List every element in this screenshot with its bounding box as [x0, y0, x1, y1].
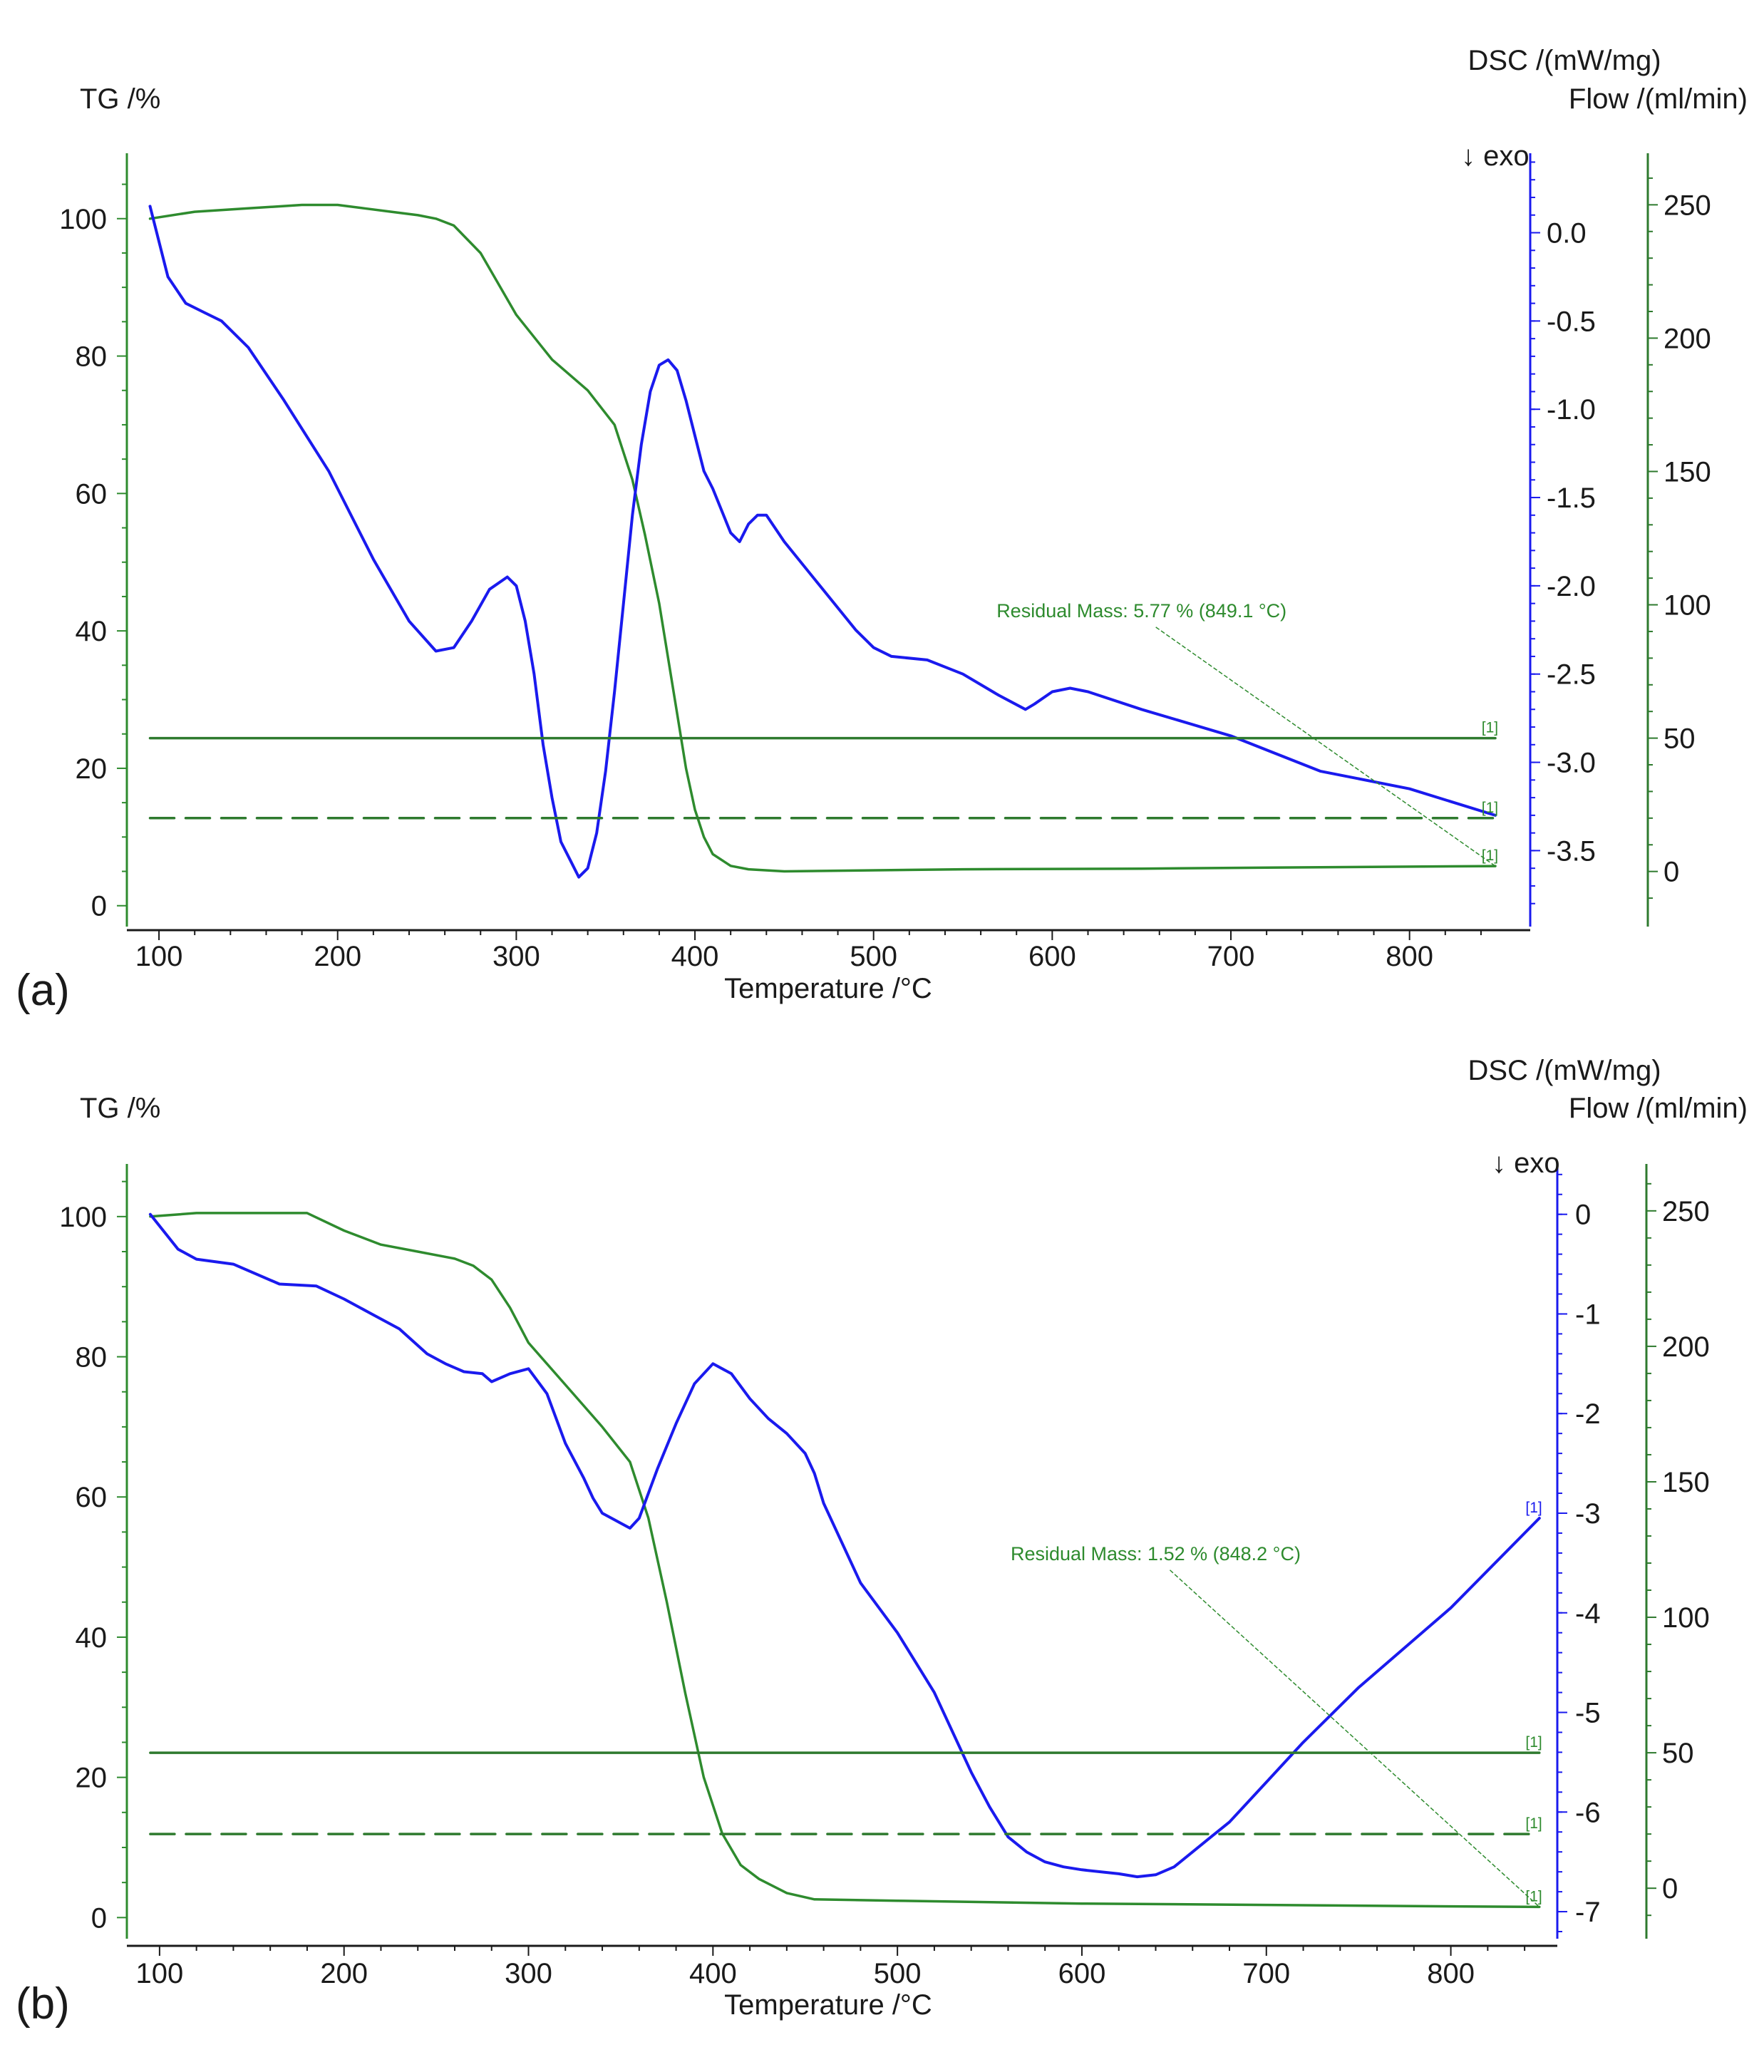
panel-b-tg-tick-label: 60 — [76, 1482, 108, 1513]
panel-a-tg-series-line — [148, 203, 1497, 873]
panel-a-x-tick-label: 300 — [492, 941, 540, 972]
panel-b-tg-series-line — [149, 1212, 1541, 1909]
panel-b-tg-tick-label: 20 — [76, 1763, 108, 1794]
panel-a-exo-label: ↓ exo — [1461, 140, 1530, 172]
panel-b-dsc-tick-label: -5 — [1575, 1698, 1601, 1729]
panel-b-flow-tick-label: 150 — [1662, 1467, 1710, 1498]
panel-b-dsc-axis-title: DSC /(mW/mg) — [1468, 1055, 1661, 1086]
panel-a-x-tick-label: 800 — [1386, 941, 1433, 972]
panel-a-curve-marker: [1] — [1482, 720, 1498, 736]
panel-a-x-axis-title: Temperature /°C — [724, 973, 932, 1004]
panel-b-x-tick-label: 200 — [320, 1958, 368, 1989]
panel-a-dsc-tick-label: -3.0 — [1547, 748, 1596, 779]
panel-a-dsc-tick-label: 0.0 — [1547, 218, 1587, 249]
panel-b-tg-tick-label: 100 — [59, 1202, 107, 1233]
panel-a-tg-tick-label: 60 — [76, 478, 108, 510]
panel-a-dsc-tick-label: -3.5 — [1547, 835, 1596, 867]
panel-a-flow-tick-label: 0 — [1664, 857, 1679, 888]
panel-b-residual-mass-leader — [1169, 1570, 1540, 1907]
panel-a-dsc-axis-title: DSC /(mW/mg) — [1468, 45, 1661, 76]
panel-a-flow-tick-label: 250 — [1664, 190, 1711, 221]
panel-b-curve-marker: [1] — [1525, 1815, 1542, 1832]
panel-b-curve-marker: [1] — [1525, 1734, 1542, 1751]
panel-b-x-axis-title: Temperature /°C — [724, 1989, 932, 2021]
panel-b-x-tick-label: 600 — [1058, 1958, 1106, 1989]
panel-a-x-tick-label: 600 — [1028, 941, 1076, 972]
panel-b-x-tick-label: 300 — [505, 1958, 552, 1989]
panel-a-label: (a) — [16, 966, 70, 1015]
panel-b-x-tick-label: 100 — [136, 1958, 184, 1989]
panel-a-dsc-tick-label: -2.0 — [1547, 571, 1596, 602]
panel-b-flow-tick-label: 250 — [1662, 1196, 1710, 1227]
panel-b-curve-marker: [1] — [1525, 1500, 1542, 1516]
panel-b-dsc-tick-label: -1 — [1575, 1299, 1601, 1330]
panel-b-tg-tick-label: 80 — [76, 1342, 108, 1373]
panel-a-flow-tick-label: 100 — [1664, 590, 1711, 622]
panel-b-dsc-tick-label: -2 — [1575, 1398, 1601, 1430]
panel-b-exo-label: ↓ exo — [1492, 1148, 1560, 1179]
panel-a-tg-tick-label: 0 — [91, 891, 107, 922]
panel-b-flow-tick-label: 0 — [1662, 1873, 1678, 1905]
panel-a-flow-tick-label: 150 — [1664, 456, 1711, 488]
panel-a-tg-axis-title: TG /% — [80, 83, 160, 115]
panel-b-dsc-tick-label: -6 — [1575, 1797, 1601, 1828]
panel-a-tg-tick-label: 100 — [59, 204, 107, 235]
panel-b-dsc-tick-label: -3 — [1575, 1498, 1601, 1530]
panel-a-curve-marker: [1] — [1482, 847, 1498, 864]
panel-a-residual-mass-label: Residual Mass: 5.77 % (849.1 °C) — [996, 600, 1286, 622]
panel-b-x-tick-label: 700 — [1242, 1958, 1290, 1989]
panel-b-x-tick-label: 400 — [689, 1958, 737, 1989]
panel-b-flow-axis-title: Flow /(ml/min) — [1569, 1093, 1748, 1124]
panel-a-residual-mass-leader — [1155, 627, 1496, 867]
panel-b-tg-tick-label: 40 — [76, 1622, 108, 1654]
panel-b-flow-tick-label: 100 — [1662, 1602, 1710, 1634]
panel-b-tg-axis-title: TG /% — [80, 1093, 160, 1124]
panel-a-tg-tick-label: 40 — [76, 616, 108, 647]
panel-b-dsc-series-line — [148, 1212, 1541, 1879]
panel-a-x-tick-label: 700 — [1207, 941, 1255, 972]
panel-a-flow-tick-label: 200 — [1664, 323, 1711, 354]
panel-b-tg-tick-label: 0 — [91, 1902, 107, 1934]
panel-b-dsc-tick-label: -7 — [1575, 1897, 1601, 1928]
panel-a-dsc-tick-label: -2.5 — [1547, 659, 1596, 691]
panel-a-curve-marker: [1] — [1482, 800, 1498, 816]
panel-a-x-tick-label: 400 — [671, 941, 719, 972]
panel-b-x-tick-label: 500 — [874, 1958, 922, 1989]
panel-a-dsc-tick-label: -0.5 — [1547, 306, 1596, 337]
panel-a-flow-tick-label: 50 — [1664, 723, 1696, 755]
panel-a-tg-tick-label: 20 — [76, 753, 108, 785]
panel-b-flow-tick-label: 200 — [1662, 1331, 1710, 1363]
panel-b-label: (b) — [16, 1979, 70, 2029]
panel-a-x-tick-label: 200 — [314, 941, 361, 972]
panel-a-flow-axis-title: Flow /(ml/min) — [1569, 83, 1748, 115]
panel-b-curve-marker: [1] — [1525, 1888, 1542, 1905]
panel-a-dsc-tick-label: -1.5 — [1547, 483, 1596, 514]
panel-a-tg-tick-label: 80 — [76, 341, 108, 373]
panel-b-dsc-tick-label: -4 — [1575, 1598, 1601, 1629]
panel-a-dsc-tick-label: -1.0 — [1547, 394, 1596, 426]
panel-b-x-tick-label: 800 — [1427, 1958, 1475, 1989]
panel-b-dsc-tick-label: 0 — [1575, 1200, 1591, 1231]
panel-a-x-tick-label: 500 — [850, 941, 897, 972]
panel-a-x-tick-label: 100 — [135, 941, 183, 972]
panel-b-residual-mass-label: Residual Mass: 1.52 % (848.2 °C) — [1011, 1543, 1301, 1565]
panel-a-dsc-series-line — [148, 205, 1497, 879]
panel-b-flow-tick-label: 50 — [1662, 1738, 1694, 1769]
